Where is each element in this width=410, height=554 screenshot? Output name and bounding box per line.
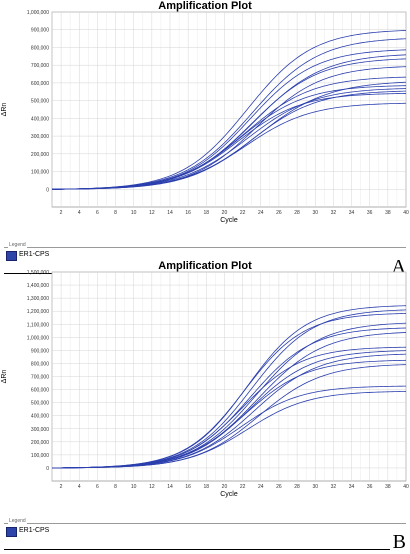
y-tick-label: 200,000 xyxy=(31,152,49,158)
y-tick-label: 800,000 xyxy=(31,361,49,367)
x-tick-label: 24 xyxy=(258,484,264,490)
x-tick-label: 2 xyxy=(60,210,63,216)
plot-area xyxy=(51,11,407,208)
x-tick-label: 12 xyxy=(149,210,155,216)
x-tick-label: 34 xyxy=(349,210,355,216)
x-axis-label: Cycle xyxy=(220,217,238,224)
y-tick-label: 100,000 xyxy=(31,170,49,176)
y-tick-label: 600,000 xyxy=(31,81,49,87)
x-tick-label: 38 xyxy=(385,210,391,216)
y-tick-label: 900,000 xyxy=(31,348,49,354)
x-tick-label: 36 xyxy=(367,484,373,490)
x-tick-label: 20 xyxy=(222,210,228,216)
x-tick-label: 14 xyxy=(167,484,173,490)
y-tick-label: 1,400,000 xyxy=(27,283,49,289)
x-axis-label: Cycle xyxy=(220,491,238,498)
y-tick-label: 0 xyxy=(46,187,49,193)
legend-swatch xyxy=(6,527,17,537)
y-tick-label: 1,000,000 xyxy=(27,10,49,16)
y-tick-label: 900,000 xyxy=(31,28,49,34)
x-tick-label: 10 xyxy=(131,484,137,490)
y-tick-label: 1,000,000 xyxy=(27,335,49,341)
y-tick-label: 800,000 xyxy=(31,45,49,51)
y-tick-label: 100,000 xyxy=(31,453,49,459)
x-tick-label: 18 xyxy=(204,484,210,490)
x-tick-label: 8 xyxy=(114,210,117,216)
y-tick-label: 500,000 xyxy=(31,99,49,105)
legend-swatch xyxy=(6,251,17,261)
x-tick-label: 28 xyxy=(294,210,300,216)
legend-caption: Legend xyxy=(8,518,27,524)
x-tick-label: 32 xyxy=(331,484,337,490)
y-tick-label: 1,500,000 xyxy=(27,270,49,276)
y-tick-label: 400,000 xyxy=(31,116,49,122)
x-tick-label: 38 xyxy=(385,484,391,490)
chart-title: Amplification Plot xyxy=(158,0,252,12)
x-tick-label: 6 xyxy=(96,484,99,490)
y-tick-label: 500,000 xyxy=(31,401,49,407)
x-tick-label: 28 xyxy=(294,484,300,490)
x-tick-label: 40 xyxy=(403,210,409,216)
x-tick-label: 22 xyxy=(240,484,246,490)
x-tick-label: 4 xyxy=(78,484,81,490)
x-tick-label: 32 xyxy=(331,210,337,216)
y-tick-label: 700,000 xyxy=(31,375,49,381)
x-tick-label: 14 xyxy=(167,210,173,216)
series-line xyxy=(51,391,407,469)
legend-a: Legend ER1-CPS xyxy=(4,242,406,264)
legend-b: Legend ER1-CPS xyxy=(4,518,406,540)
y-tick-label: 0 xyxy=(46,466,49,472)
y-tick-label: 1,100,000 xyxy=(27,322,49,328)
x-tick-label: 4 xyxy=(78,210,81,216)
x-tick-label: 24 xyxy=(258,210,264,216)
x-tick-label: 20 xyxy=(222,484,228,490)
x-tick-label: 36 xyxy=(367,210,373,216)
y-axis-label: ΔRn xyxy=(1,370,8,384)
x-tick-label: 30 xyxy=(312,210,318,216)
legend-item-label: ER1-CPS xyxy=(19,527,50,534)
x-tick-label: 6 xyxy=(96,210,99,216)
x-tick-label: 16 xyxy=(185,484,191,490)
x-tick-label: 2 xyxy=(60,484,63,490)
y-tick-label: 700,000 xyxy=(31,63,49,69)
x-tick-label: 26 xyxy=(276,210,282,216)
series-line xyxy=(51,102,407,190)
x-tick-label: 40 xyxy=(403,484,409,490)
panel-letter-b: B xyxy=(392,531,406,553)
x-tick-label: 10 xyxy=(131,210,137,216)
y-tick-label: 300,000 xyxy=(31,134,49,140)
y-tick-label: 300,000 xyxy=(31,427,49,433)
y-tick-label: 600,000 xyxy=(31,388,49,394)
x-tick-label: 16 xyxy=(185,210,191,216)
y-axis-label: ΔRn xyxy=(1,103,8,117)
x-tick-label: 18 xyxy=(204,210,210,216)
x-tick-label: 22 xyxy=(240,210,246,216)
divider-rule xyxy=(4,549,390,550)
legend-item-label: ER1-CPS xyxy=(19,251,50,258)
chart-title: Amplification Plot xyxy=(158,260,252,272)
x-tick-label: 8 xyxy=(114,484,117,490)
x-tick-label: 26 xyxy=(276,484,282,490)
x-tick-label: 12 xyxy=(149,484,155,490)
x-tick-label: 34 xyxy=(349,484,355,490)
x-tick-label: 30 xyxy=(312,484,318,490)
y-tick-label: 1,300,000 xyxy=(27,296,49,302)
y-tick-label: 400,000 xyxy=(31,414,49,420)
legend-caption: Legend xyxy=(8,242,27,248)
y-tick-label: 200,000 xyxy=(31,440,49,446)
y-tick-label: 1,200,000 xyxy=(27,309,49,315)
